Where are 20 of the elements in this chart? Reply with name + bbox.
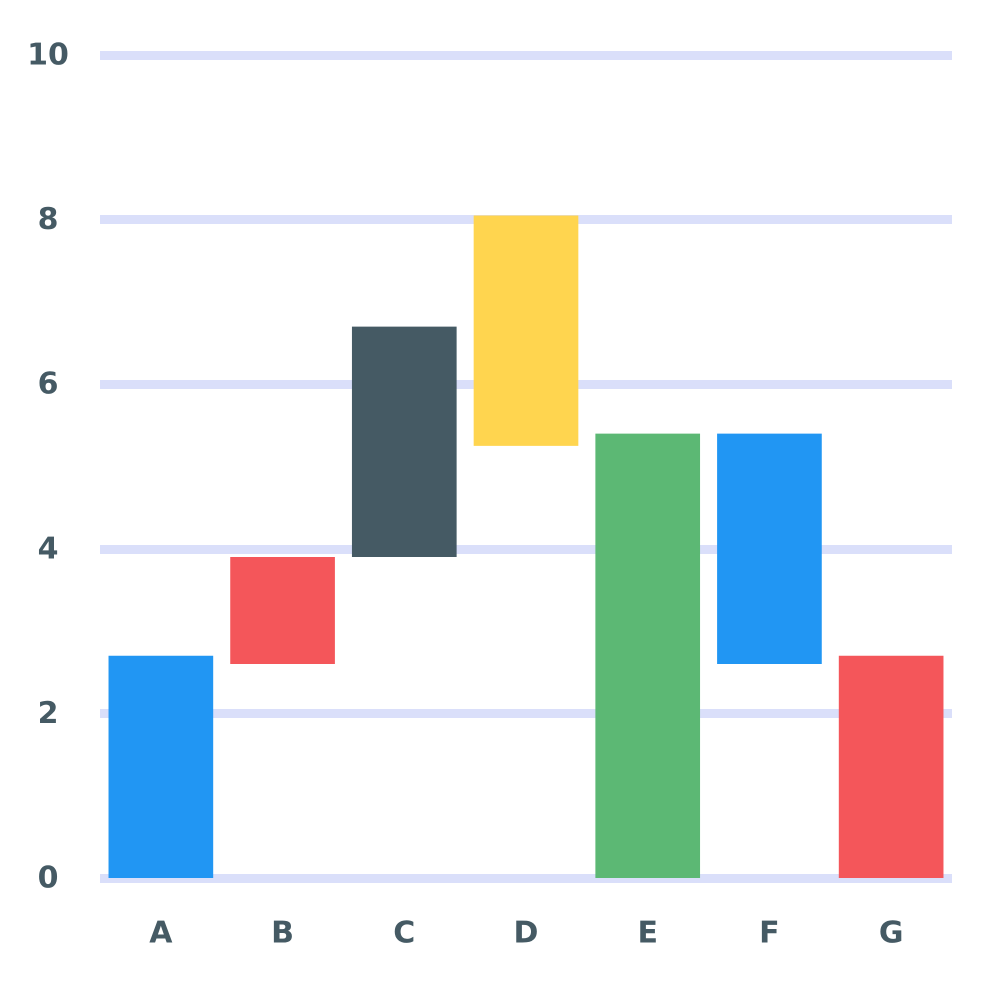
x-tick-label: A xyxy=(149,916,174,950)
y-tick-label: 10 xyxy=(27,38,69,72)
x-tick-label: D xyxy=(514,916,538,950)
bar xyxy=(595,434,700,878)
bar xyxy=(352,326,457,558)
bar xyxy=(108,656,214,878)
bar xyxy=(230,557,335,664)
x-tick-label: C xyxy=(393,916,416,950)
bar xyxy=(838,656,944,878)
bar xyxy=(474,215,578,446)
x-tick-label: F xyxy=(759,916,780,950)
x-tick-label: E xyxy=(637,916,658,950)
y-tick-label: 6 xyxy=(38,366,58,402)
x-tick-label: G xyxy=(878,916,904,950)
x-tick-label: B xyxy=(271,916,294,950)
y-tick-label: 8 xyxy=(38,202,58,238)
bar xyxy=(717,434,822,664)
y-tick-label: 2 xyxy=(38,696,58,731)
y-tick-label: 0 xyxy=(38,860,58,896)
y-tick-label: 4 xyxy=(38,531,58,566)
